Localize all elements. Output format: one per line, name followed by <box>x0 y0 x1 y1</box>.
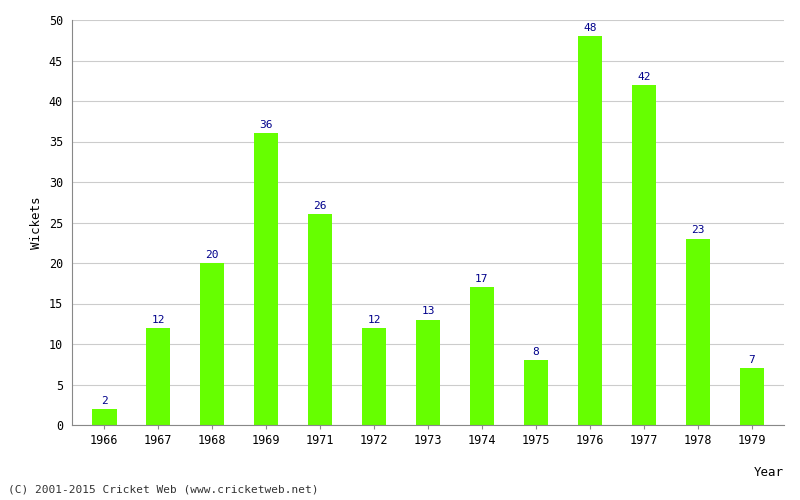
Text: 12: 12 <box>367 314 381 324</box>
Text: (C) 2001-2015 Cricket Web (www.cricketweb.net): (C) 2001-2015 Cricket Web (www.cricketwe… <box>8 485 318 495</box>
Text: 2: 2 <box>101 396 108 406</box>
Bar <box>632 85 656 425</box>
Bar <box>254 134 278 425</box>
Text: 12: 12 <box>151 314 165 324</box>
Text: 36: 36 <box>259 120 273 130</box>
Bar <box>686 238 710 425</box>
Text: 17: 17 <box>475 274 489 284</box>
Text: 20: 20 <box>206 250 219 260</box>
Bar <box>146 328 170 425</box>
Bar <box>92 409 117 425</box>
Text: 7: 7 <box>748 355 755 365</box>
Bar <box>524 360 548 425</box>
Text: Year: Year <box>754 466 784 478</box>
Bar <box>470 288 494 425</box>
Text: 23: 23 <box>691 226 705 235</box>
Bar <box>739 368 764 425</box>
Bar <box>308 214 332 425</box>
Bar <box>200 263 224 425</box>
Y-axis label: Wickets: Wickets <box>30 196 43 248</box>
Text: 42: 42 <box>637 72 650 82</box>
Text: 48: 48 <box>583 23 597 33</box>
Bar <box>578 36 602 425</box>
Text: 26: 26 <box>314 201 327 211</box>
Bar <box>362 328 386 425</box>
Text: 8: 8 <box>533 347 539 357</box>
Text: 13: 13 <box>422 306 434 316</box>
Bar <box>416 320 440 425</box>
